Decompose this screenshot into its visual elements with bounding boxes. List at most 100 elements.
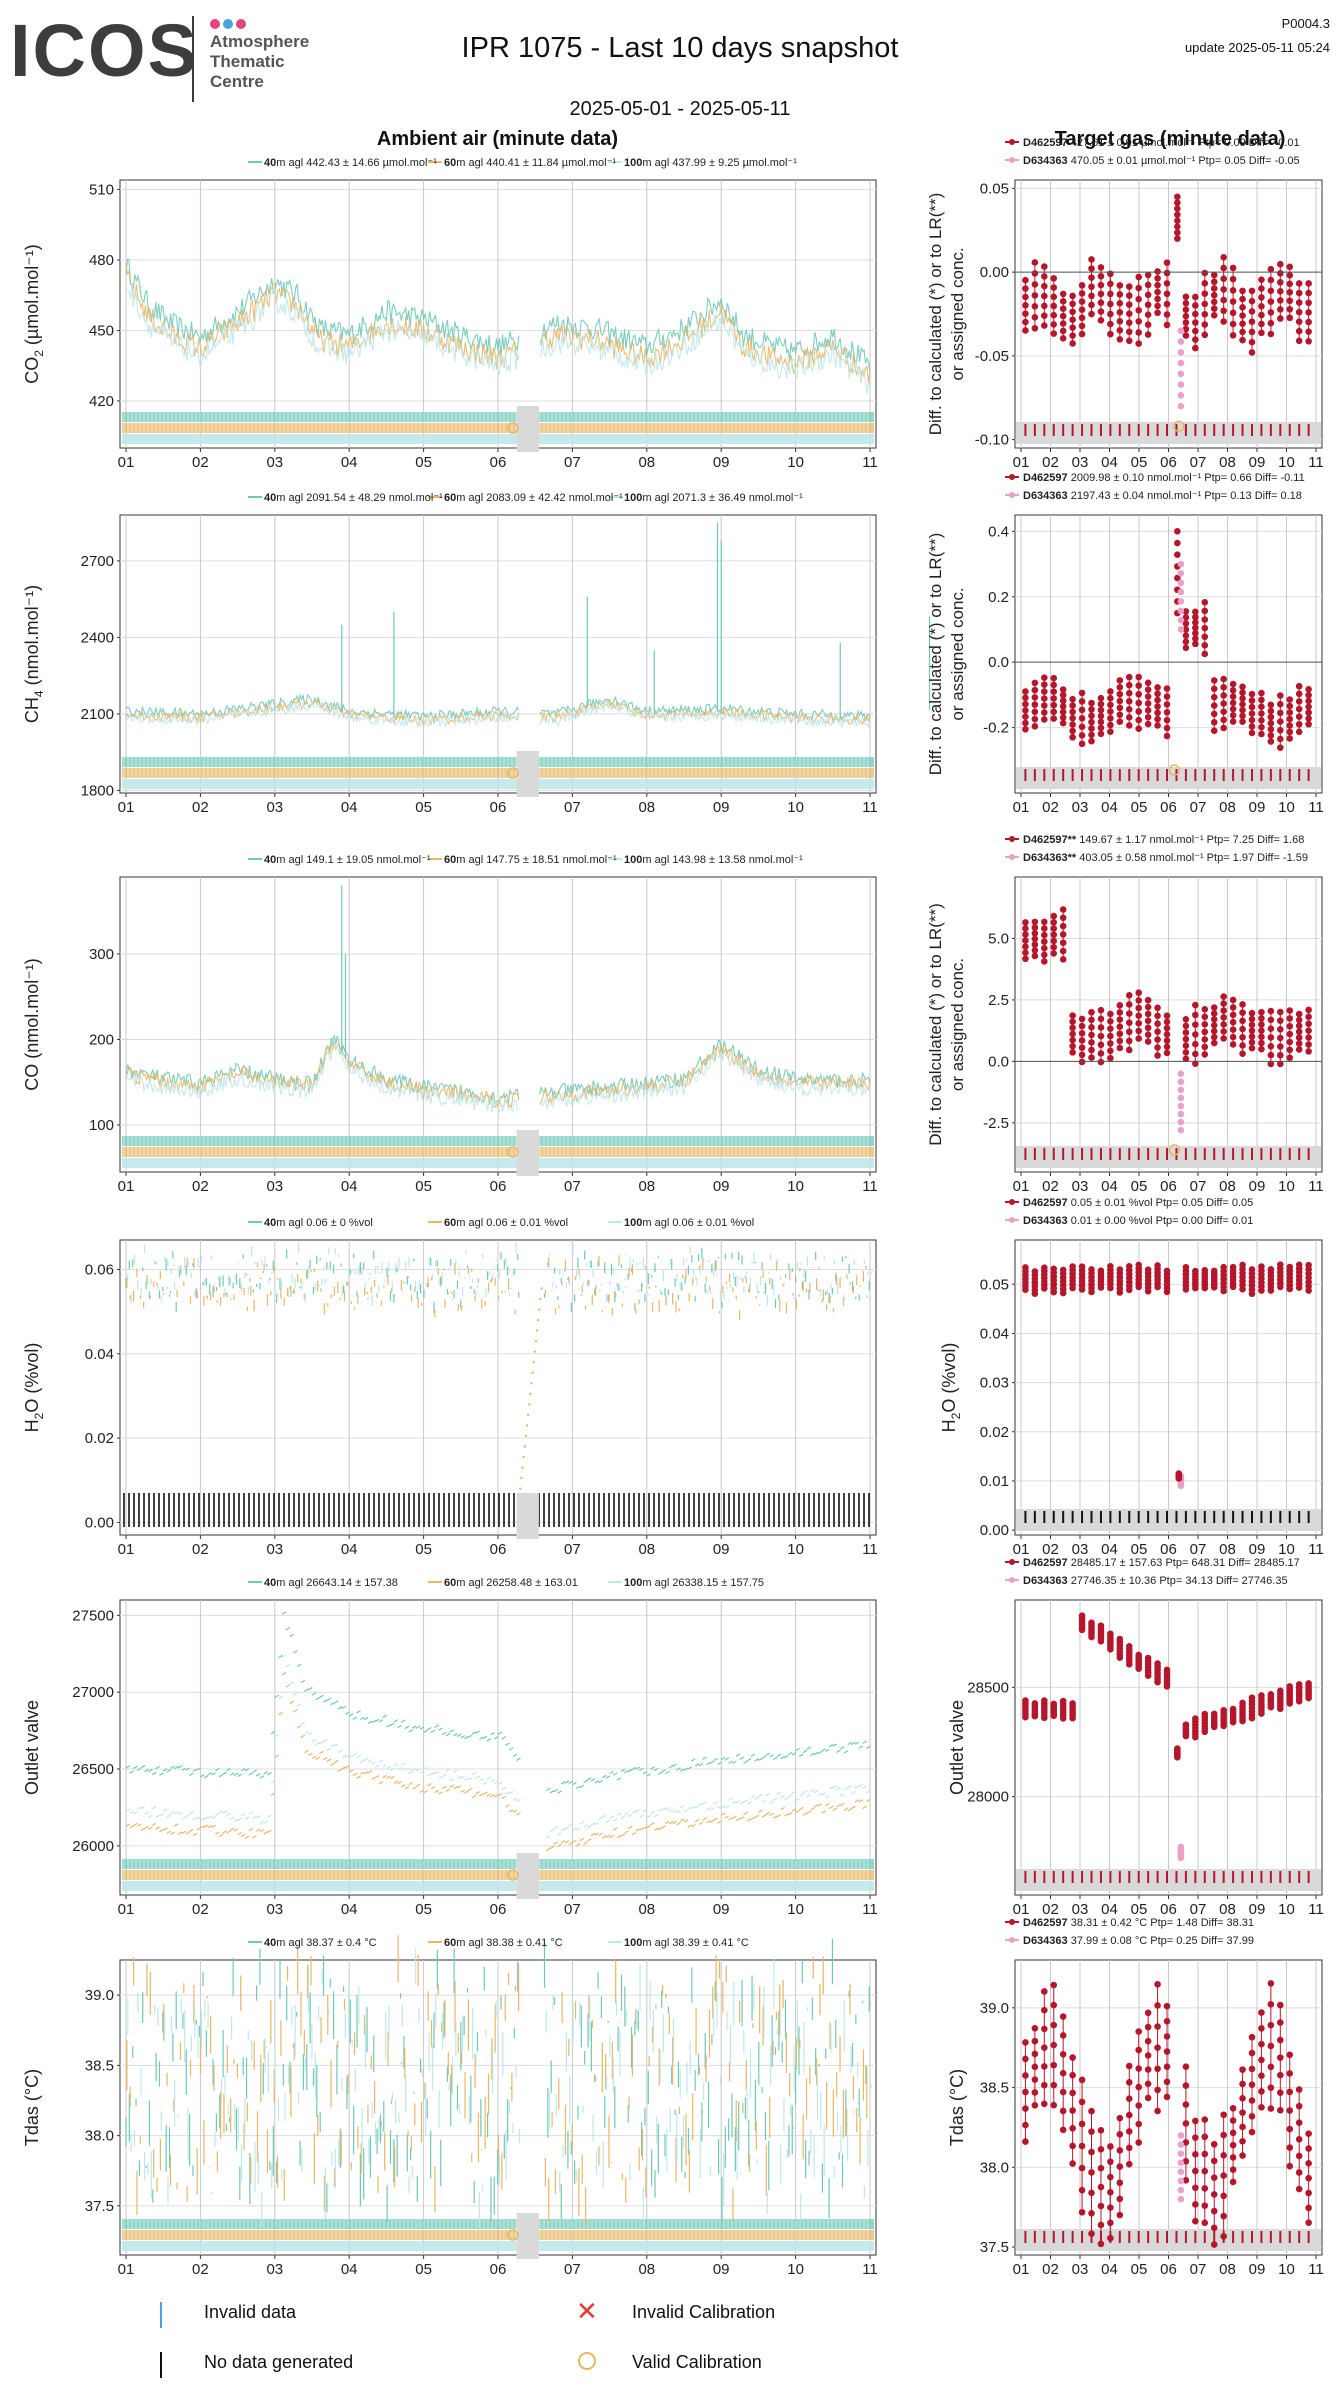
h2o_target-panel bbox=[1005, 1199, 1323, 1539]
x-tick-label: 06 bbox=[490, 1541, 507, 1558]
target-point-D462597 bbox=[1088, 1031, 1095, 1039]
y-axis-label: CO (nmol.mol⁻¹) bbox=[22, 958, 42, 1091]
target-point-D462597 bbox=[1267, 287, 1275, 295]
x-tick-label: 05 bbox=[415, 454, 432, 471]
ambient-bar bbox=[460, 1789, 466, 1793]
target-point-D462597 bbox=[1220, 993, 1227, 1000]
status-strip-40m bbox=[122, 1859, 874, 1869]
ambient-bar bbox=[761, 1814, 767, 1818]
target-point-D462597 bbox=[1286, 280, 1294, 288]
target-point-D462597 bbox=[1088, 1054, 1095, 1061]
target-point-D462597 bbox=[1116, 1037, 1124, 1045]
target-point-D462597 bbox=[1229, 264, 1237, 272]
target-point-D462597 bbox=[1135, 284, 1143, 292]
target-point-D462597 bbox=[1059, 906, 1067, 913]
target-point-D462597 bbox=[1220, 1028, 1227, 1035]
target-point-D462597 bbox=[1069, 1024, 1076, 1032]
legend-text: 2197.43 ± 0.04 nmol.mol⁻¹ Ptp= 0.13 Diff… bbox=[1068, 490, 1302, 502]
ambient-bar bbox=[315, 1742, 321, 1746]
ambient-bar bbox=[635, 1809, 640, 1813]
ambient-bar bbox=[598, 1779, 603, 1784]
target-point-D462597 bbox=[1022, 925, 1029, 932]
ambient-bar bbox=[832, 1807, 838, 1811]
target-point-D634363 bbox=[1177, 359, 1185, 367]
target-point-D462597 bbox=[1050, 1265, 1058, 1273]
x-tick-label: 09 bbox=[713, 454, 730, 471]
ambient-bar bbox=[799, 1806, 804, 1811]
target-point-D462597 bbox=[1154, 288, 1161, 296]
ambient-bar bbox=[586, 1777, 592, 1781]
legend-series-name: D462597 bbox=[1023, 1197, 1068, 1209]
target-point-D462597 bbox=[1163, 708, 1171, 716]
target-point-D462597 bbox=[1248, 1044, 1256, 1052]
legend-height: 100 bbox=[624, 1577, 642, 1589]
target-point-D462597 bbox=[1078, 706, 1086, 714]
ambient-bar bbox=[657, 1808, 663, 1812]
ambient-bar bbox=[136, 1806, 142, 1810]
target-point-D462597 bbox=[1107, 694, 1114, 702]
ambient-bar bbox=[787, 1812, 793, 1816]
ambient-bar bbox=[594, 1822, 600, 1826]
target-point-D462597 bbox=[1078, 1037, 1086, 1044]
ambient-bar bbox=[828, 1786, 834, 1790]
ambient-bar bbox=[825, 1794, 830, 1799]
ambient-bar bbox=[185, 1767, 190, 1771]
ambient-bar bbox=[233, 1772, 239, 1776]
target-point-D462597 bbox=[1192, 336, 1199, 343]
ambient-bar bbox=[601, 1774, 607, 1779]
target-point-D462597 bbox=[1277, 1026, 1284, 1033]
target-point-D462597 bbox=[1041, 302, 1048, 310]
target-point-D462597 bbox=[1125, 1028, 1133, 1036]
target-point-D462597 bbox=[1277, 1034, 1284, 1042]
ambient-bar bbox=[319, 1750, 324, 1755]
product-code: P0004.3 bbox=[1281, 16, 1330, 31]
ambient-bar bbox=[319, 1741, 324, 1745]
y-tick-label: 300 bbox=[89, 946, 114, 963]
x-tick-label: 03 bbox=[1072, 454, 1089, 471]
target-point-D462597 bbox=[1069, 727, 1076, 735]
target-point-D462597 bbox=[1116, 1016, 1124, 1023]
y-axis-label-rest: O (%vol) bbox=[22, 1343, 42, 1413]
target-point-D462597 bbox=[1210, 271, 1218, 279]
x-tick-label: 10 bbox=[787, 799, 804, 816]
ambient-bar bbox=[307, 1752, 313, 1756]
target-point-D462597 bbox=[1059, 327, 1067, 335]
ambient-bar bbox=[415, 1725, 421, 1729]
target-point-D462597 bbox=[1022, 931, 1029, 938]
legend-entry: D634363 0.01 ± 0.00 %vol Ptp= 0.00 Diff=… bbox=[1023, 1215, 1253, 1227]
x-tick-label: 10 bbox=[1278, 799, 1295, 816]
ambient-bar bbox=[412, 1767, 417, 1772]
ambient-bar bbox=[631, 1810, 637, 1814]
target-point-D462597 bbox=[1239, 328, 1246, 336]
ambient-bar bbox=[817, 1750, 823, 1755]
ambient-bar bbox=[776, 1791, 782, 1795]
ambient-bar bbox=[207, 1825, 213, 1829]
target-point-D462597 bbox=[1286, 735, 1294, 742]
target-point-D462597 bbox=[1248, 1033, 1256, 1040]
ambient-bar bbox=[691, 1823, 696, 1828]
target-point-D462597 bbox=[1069, 721, 1076, 728]
target-point-D462597 bbox=[1125, 283, 1133, 290]
ambient-bar bbox=[166, 1830, 172, 1834]
target-point-D462597 bbox=[1125, 1263, 1133, 1270]
ambient-bar bbox=[140, 1765, 146, 1769]
legend-text: 427.61 ± 0.01 µmol.mol⁻¹ Ptp= 0.09 Diff=… bbox=[1068, 137, 1300, 149]
ambient-bar bbox=[166, 1814, 172, 1818]
target-point-D462597 bbox=[1031, 1268, 1039, 1275]
ambient-bar bbox=[512, 1753, 518, 1758]
co2_ambient-panel bbox=[117, 161, 877, 452]
y-axis-label-main: H bbox=[939, 1419, 959, 1432]
target-point-D462597 bbox=[1116, 1044, 1124, 1052]
ambient-bar bbox=[337, 1768, 343, 1772]
target-point-D462597 bbox=[1154, 1262, 1161, 1269]
ambient-bar bbox=[694, 1818, 700, 1823]
legend-text: m agl 26643.14 ± 157.38 bbox=[276, 1577, 398, 1589]
ambient-bar bbox=[590, 1778, 596, 1782]
target-point-D462597 bbox=[1069, 733, 1076, 741]
ambient-bar bbox=[125, 1823, 131, 1827]
ambient-bar bbox=[858, 1745, 864, 1749]
ambient-ramp-point bbox=[526, 1413, 530, 1417]
ambient-bar bbox=[583, 1841, 588, 1845]
target-point-D462597 bbox=[1022, 919, 1029, 926]
x-tick-label: 11 bbox=[862, 1178, 878, 1195]
